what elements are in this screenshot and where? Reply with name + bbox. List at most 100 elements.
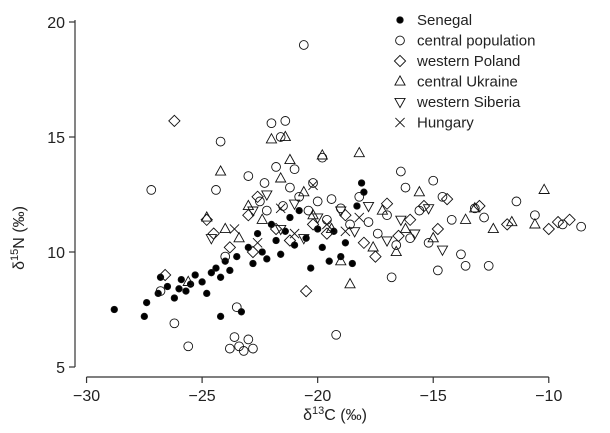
point-hungary-stroke-b (252, 237, 263, 248)
point-senegal (314, 225, 322, 233)
point-hungary (354, 212, 365, 223)
point-central-ukraine (256, 213, 269, 224)
point-senegal (295, 206, 303, 215)
point-western-poland (369, 250, 382, 263)
point-central-population (354, 191, 365, 202)
point-central-ukraine (297, 185, 310, 197)
point-senegal (290, 241, 299, 249)
series-senegal (110, 179, 368, 321)
point-western-siberia (422, 204, 435, 215)
point-central-ukraine (200, 210, 213, 222)
point-western-poland (380, 197, 394, 210)
point-central-population (255, 196, 265, 207)
point-western-siberia (205, 234, 218, 245)
legend-marker-central-population (395, 35, 405, 46)
point-central-ukraine (265, 132, 278, 144)
point-western-siberia (348, 227, 361, 238)
y-tick-label: 20 (47, 15, 65, 32)
point-hungary-stroke-b (229, 224, 240, 234)
point-central-population (261, 205, 272, 216)
point-hungary (275, 203, 286, 214)
point-central-population (275, 132, 286, 142)
point-senegal (198, 278, 206, 286)
point-western-poland (168, 114, 181, 128)
x-tick-label: −10 (535, 388, 562, 405)
point-senegal (244, 243, 252, 252)
point-western-siberia (436, 245, 449, 257)
point-western-siberia (362, 201, 375, 213)
point-senegal (140, 312, 148, 321)
legend-entry-western-poland: western Poland (393, 53, 520, 70)
point-senegal (249, 259, 257, 268)
point-central-population (211, 185, 221, 195)
legend: Senegal central population western Poland c… (393, 12, 535, 132)
point-hungary (252, 237, 263, 248)
point-central-ukraine (279, 130, 292, 142)
point-senegal (267, 220, 276, 229)
point-central-population (231, 302, 242, 313)
legend-entry-central-ukraine: central Ukraine (394, 74, 518, 91)
point-central-ukraine (376, 204, 389, 215)
point-central-population (243, 171, 254, 181)
point-central-population (437, 191, 448, 202)
point-western-poland (473, 199, 486, 213)
point-western-poland (223, 241, 237, 254)
point-central-ukraine (182, 275, 195, 286)
point-central-ukraine (538, 183, 551, 194)
point-senegal (212, 264, 220, 272)
point-central-population (372, 228, 383, 239)
point-hungary (340, 226, 351, 237)
point-central-ukraine (334, 254, 347, 266)
point-western-poland (403, 213, 417, 227)
point-western-poland (242, 208, 255, 222)
point-senegal (237, 308, 246, 316)
point-central-population (400, 182, 411, 193)
series-western-siberia (205, 190, 449, 257)
x-tick-label: −25 (189, 388, 216, 405)
point-central-population (155, 286, 166, 296)
point-western-poland (357, 236, 371, 250)
point-senegal (216, 312, 225, 321)
point-central-population (483, 260, 494, 271)
point-western-poland (207, 227, 220, 240)
point-central-population (238, 346, 249, 356)
x-axis-label-rest: C (‰) (324, 407, 367, 424)
legend-entry-central-population: central population (395, 33, 535, 50)
point-senegal (154, 289, 162, 298)
point-central-ukraine (214, 164, 227, 176)
point-central-population (271, 162, 281, 172)
point-senegal (286, 213, 294, 222)
point-central-population (428, 175, 439, 186)
point-western-poland (500, 218, 514, 231)
point-central-population (312, 196, 323, 207)
point-hungary (229, 224, 240, 234)
point-central-population (243, 334, 254, 345)
point-senegal (253, 229, 262, 238)
point-central-ukraine (344, 277, 356, 289)
point-central-ukraine (219, 222, 232, 234)
point-central-population (308, 178, 318, 188)
y-axis-label-delta: δ (11, 261, 28, 270)
legend-label-western-siberia: western Siberia (416, 94, 521, 111)
point-senegal (110, 305, 118, 314)
y-axis-label: δ15N (‰) (9, 206, 28, 270)
legend-marker-senegal (396, 16, 404, 24)
point-senegal (203, 289, 211, 298)
legend-entry-western-siberia: western Siberia (394, 94, 521, 111)
point-central-population (248, 343, 258, 354)
data-points (110, 40, 586, 356)
series-western-poland (158, 114, 576, 298)
point-western-siberia (260, 190, 273, 202)
point-western-poland (542, 222, 556, 236)
point-senegal (207, 269, 216, 277)
point-western-poland (269, 222, 283, 236)
point-central-population (224, 343, 235, 354)
point-western-poland (251, 190, 264, 204)
point-senegal (357, 179, 366, 187)
point-senegal (175, 285, 183, 293)
point-hungary (321, 219, 332, 230)
point-central-population (215, 136, 226, 147)
point-senegal (142, 298, 151, 307)
point-senegal (156, 273, 165, 281)
point-hungary-stroke-b (289, 228, 300, 239)
